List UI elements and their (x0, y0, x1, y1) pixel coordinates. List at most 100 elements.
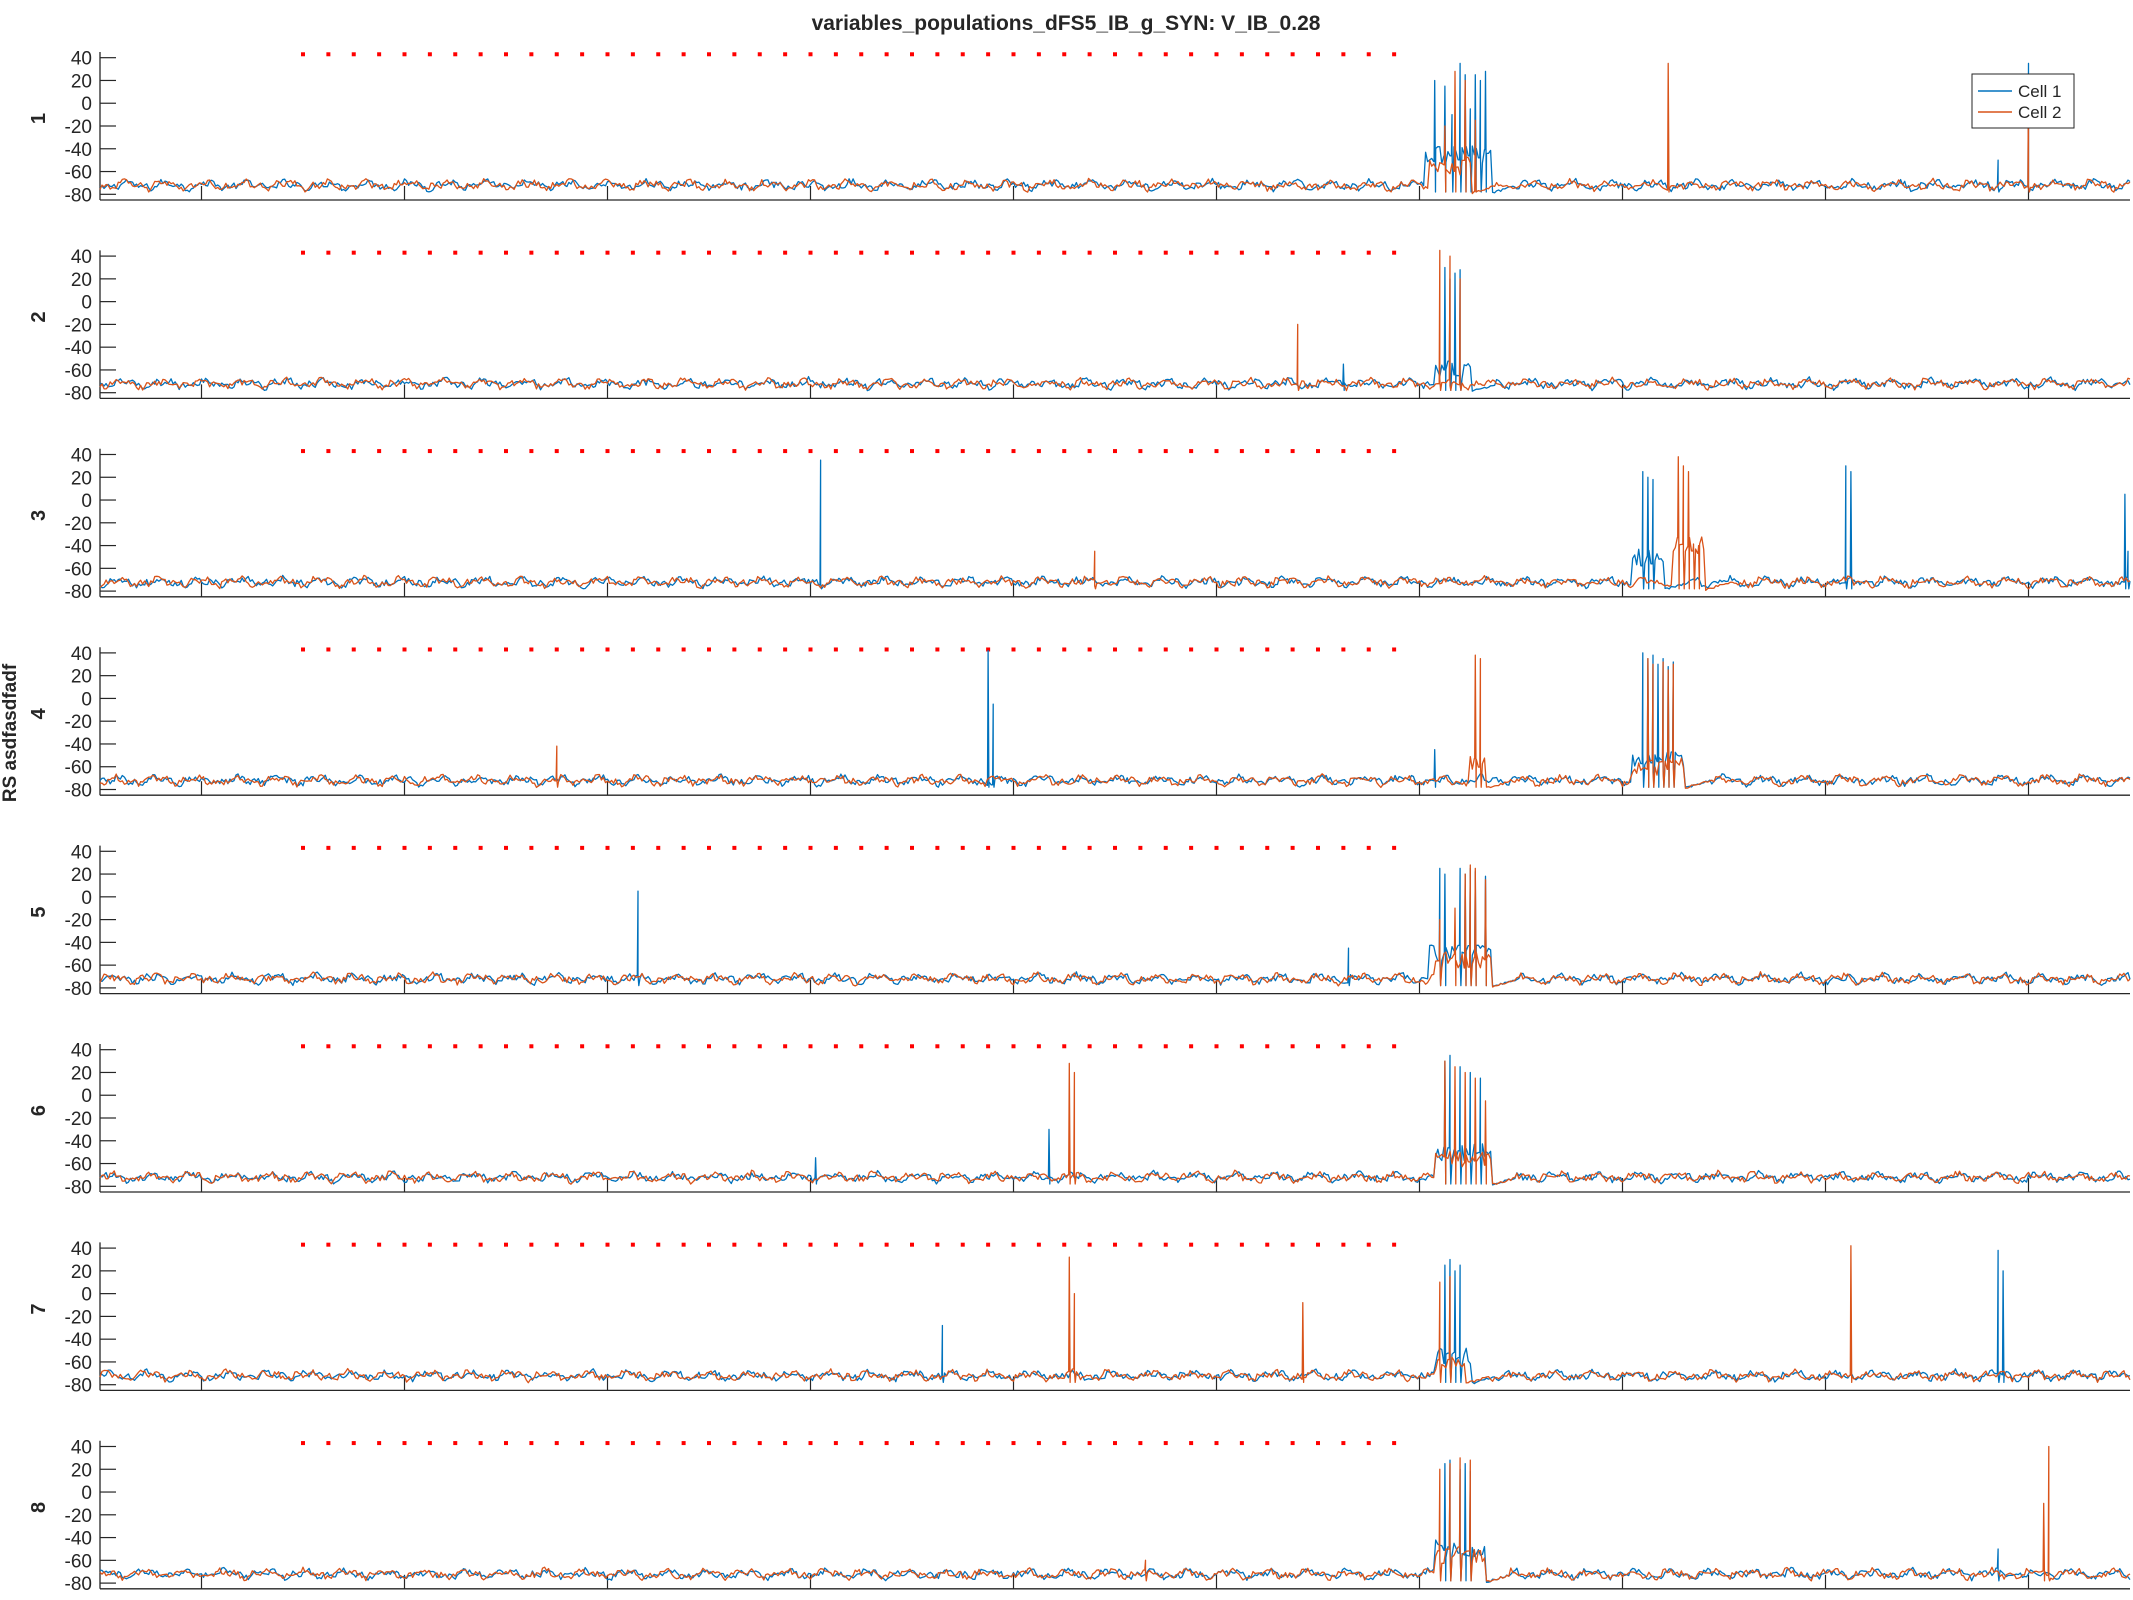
y-tick-label: 0 (81, 1483, 92, 1504)
stimulus-marker (1214, 1044, 1219, 1049)
stimulus-marker (1392, 250, 1397, 255)
y-tick-label: -80 (65, 979, 92, 1000)
stimulus-marker (1087, 647, 1092, 652)
stimulus-marker (377, 845, 382, 850)
series-line-cell-2 (99, 654, 2131, 789)
stimulus-marker (1036, 250, 1041, 255)
stimulus-marker (326, 1044, 331, 1049)
y-tick-label: 40 (71, 1041, 92, 1062)
stimulus-marker (1265, 52, 1270, 57)
stimulus-marker (1036, 449, 1041, 454)
stimulus-marker (757, 52, 762, 57)
stimulus-marker (630, 449, 635, 454)
series-line-cell-2 (99, 249, 2131, 392)
stimulus-marker (1214, 449, 1219, 454)
stimulus-marker (453, 250, 458, 255)
stimulus-marker (1290, 1242, 1295, 1247)
stimulus-marker (427, 52, 432, 57)
stimulus-marker (1113, 1242, 1117, 1247)
stimulus-marker (1366, 1441, 1371, 1446)
stimulus-marker (757, 647, 762, 652)
y-tick-label: -40 (65, 140, 92, 161)
stimulus-marker (732, 1242, 737, 1247)
y-tick-label: -20 (65, 1307, 92, 1328)
y-tick-label: -20 (65, 315, 92, 336)
stimulus-marker (1062, 845, 1067, 850)
stimulus-marker (681, 449, 686, 454)
y-tick-label: 40 (71, 445, 92, 466)
stimulus-marker (554, 1242, 559, 1247)
stimulus-marker (1062, 449, 1067, 454)
stimulus-marker (732, 845, 737, 850)
y-tick-label: 0 (81, 491, 92, 512)
stimulus-marker (1239, 52, 1244, 57)
stimulus-marker (1011, 1242, 1016, 1247)
stimulus-marker (580, 52, 585, 57)
stimulus-marker (656, 647, 661, 652)
stimulus-marker (1011, 449, 1016, 454)
stimulus-marker (1011, 250, 1016, 255)
stimulus-marker (1392, 1242, 1397, 1247)
stimulus-marker (427, 1044, 432, 1049)
stimulus-marker (1341, 647, 1346, 652)
stimulus-marker (1290, 250, 1295, 255)
stimulus-marker (732, 52, 737, 57)
stimulus-marker (301, 1044, 305, 1049)
stimulus-marker (453, 1242, 458, 1247)
stimulus-marker (478, 647, 483, 652)
stimulus-marker (707, 449, 711, 454)
stimulus-marker (1189, 1044, 1194, 1049)
stimulus-marker (1163, 250, 1168, 255)
stimulus-marker (986, 449, 991, 454)
y-tick-label: -60 (65, 1353, 92, 1374)
stimulus-marker (504, 845, 508, 850)
stimulus-marker (910, 52, 914, 57)
stimulus-marker (1087, 449, 1092, 454)
stimulus-marker (1239, 647, 1244, 652)
stimulus-marker (1011, 1441, 1016, 1446)
stimulus-marker (453, 1044, 458, 1049)
stimulus-marker (1290, 647, 1295, 652)
y-tick-label: -20 (65, 911, 92, 932)
y-tick-label: 20 (71, 1262, 92, 1283)
panel-label: 6 (28, 1105, 50, 1116)
y-tick-label: -80 (65, 1177, 92, 1198)
stimulus-marker (1214, 52, 1219, 57)
stimulus-marker (427, 1441, 432, 1446)
stimulus-marker (377, 52, 382, 57)
stimulus-marker (986, 845, 991, 850)
stimulus-marker (326, 449, 331, 454)
stimulus-marker (351, 1242, 356, 1247)
stimulus-marker (1214, 845, 1219, 850)
stimulus-marker (833, 1441, 838, 1446)
y-tick-label: -20 (65, 1109, 92, 1130)
stimulus-marker (656, 1441, 661, 1446)
stimulus-marker (732, 647, 737, 652)
stimulus-marker (529, 52, 534, 57)
series-line-cell-2 (99, 1445, 2131, 1583)
stimulus-marker (1214, 250, 1219, 255)
stimulus-marker (757, 250, 762, 255)
y-tick-label: -80 (65, 185, 92, 206)
stimulus-marker (1239, 845, 1244, 850)
stimulus-marker (1316, 845, 1320, 850)
stimulus-marker (1087, 250, 1092, 255)
y-tick-label: -60 (65, 1551, 92, 1572)
stimulus-marker (681, 1242, 686, 1247)
stimulus-marker (504, 52, 508, 57)
stimulus-marker (605, 647, 610, 652)
stimulus-marker (377, 1242, 382, 1247)
stimulus-marker (301, 647, 305, 652)
stimulus-marker (1138, 52, 1143, 57)
y-tick-label: -60 (65, 163, 92, 184)
stimulus-marker (935, 1441, 940, 1446)
stimulus-marker (656, 1242, 661, 1247)
stimulus-marker (1290, 845, 1295, 850)
stimulus-marker (732, 250, 737, 255)
stimulus-marker (910, 250, 914, 255)
y-tick-label: -40 (65, 735, 92, 756)
